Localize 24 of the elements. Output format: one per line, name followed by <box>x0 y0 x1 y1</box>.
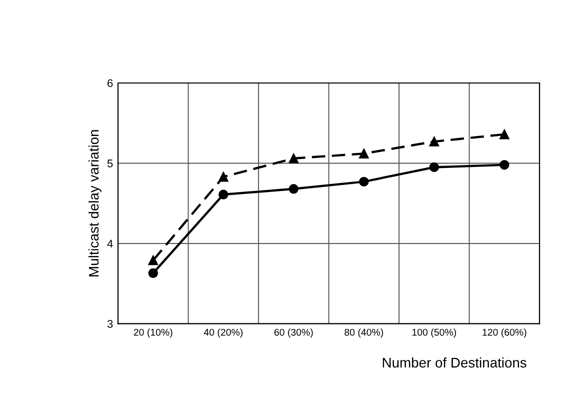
x-tick-label: 40 (20%) <box>204 328 243 338</box>
point <box>500 129 510 140</box>
point <box>429 162 440 172</box>
point <box>288 154 299 164</box>
x-tick-label: 120 (60%) <box>482 328 526 338</box>
y-tick-label: 6 <box>108 79 113 88</box>
point <box>288 184 299 194</box>
x-tick-label: 60 (30%) <box>274 328 313 338</box>
y-tick-label: 4 <box>107 240 113 248</box>
point <box>148 268 158 278</box>
point <box>359 148 369 158</box>
x-axis-title: Number of Destinations <box>382 357 526 368</box>
point <box>500 160 510 170</box>
point <box>429 136 440 146</box>
x-tick-label: 100 (50%) <box>412 328 456 338</box>
point <box>148 255 158 266</box>
point <box>359 176 369 187</box>
point <box>218 172 228 182</box>
point <box>218 190 228 200</box>
x-tick-label: 20 (10%) <box>134 328 172 338</box>
y-axis-title: Multicast delay variation <box>88 130 102 276</box>
x-tick-label: 80 (40%) <box>344 328 384 338</box>
y-tick-label: 5 <box>107 160 113 168</box>
y-tick-label: 3 <box>107 320 113 328</box>
